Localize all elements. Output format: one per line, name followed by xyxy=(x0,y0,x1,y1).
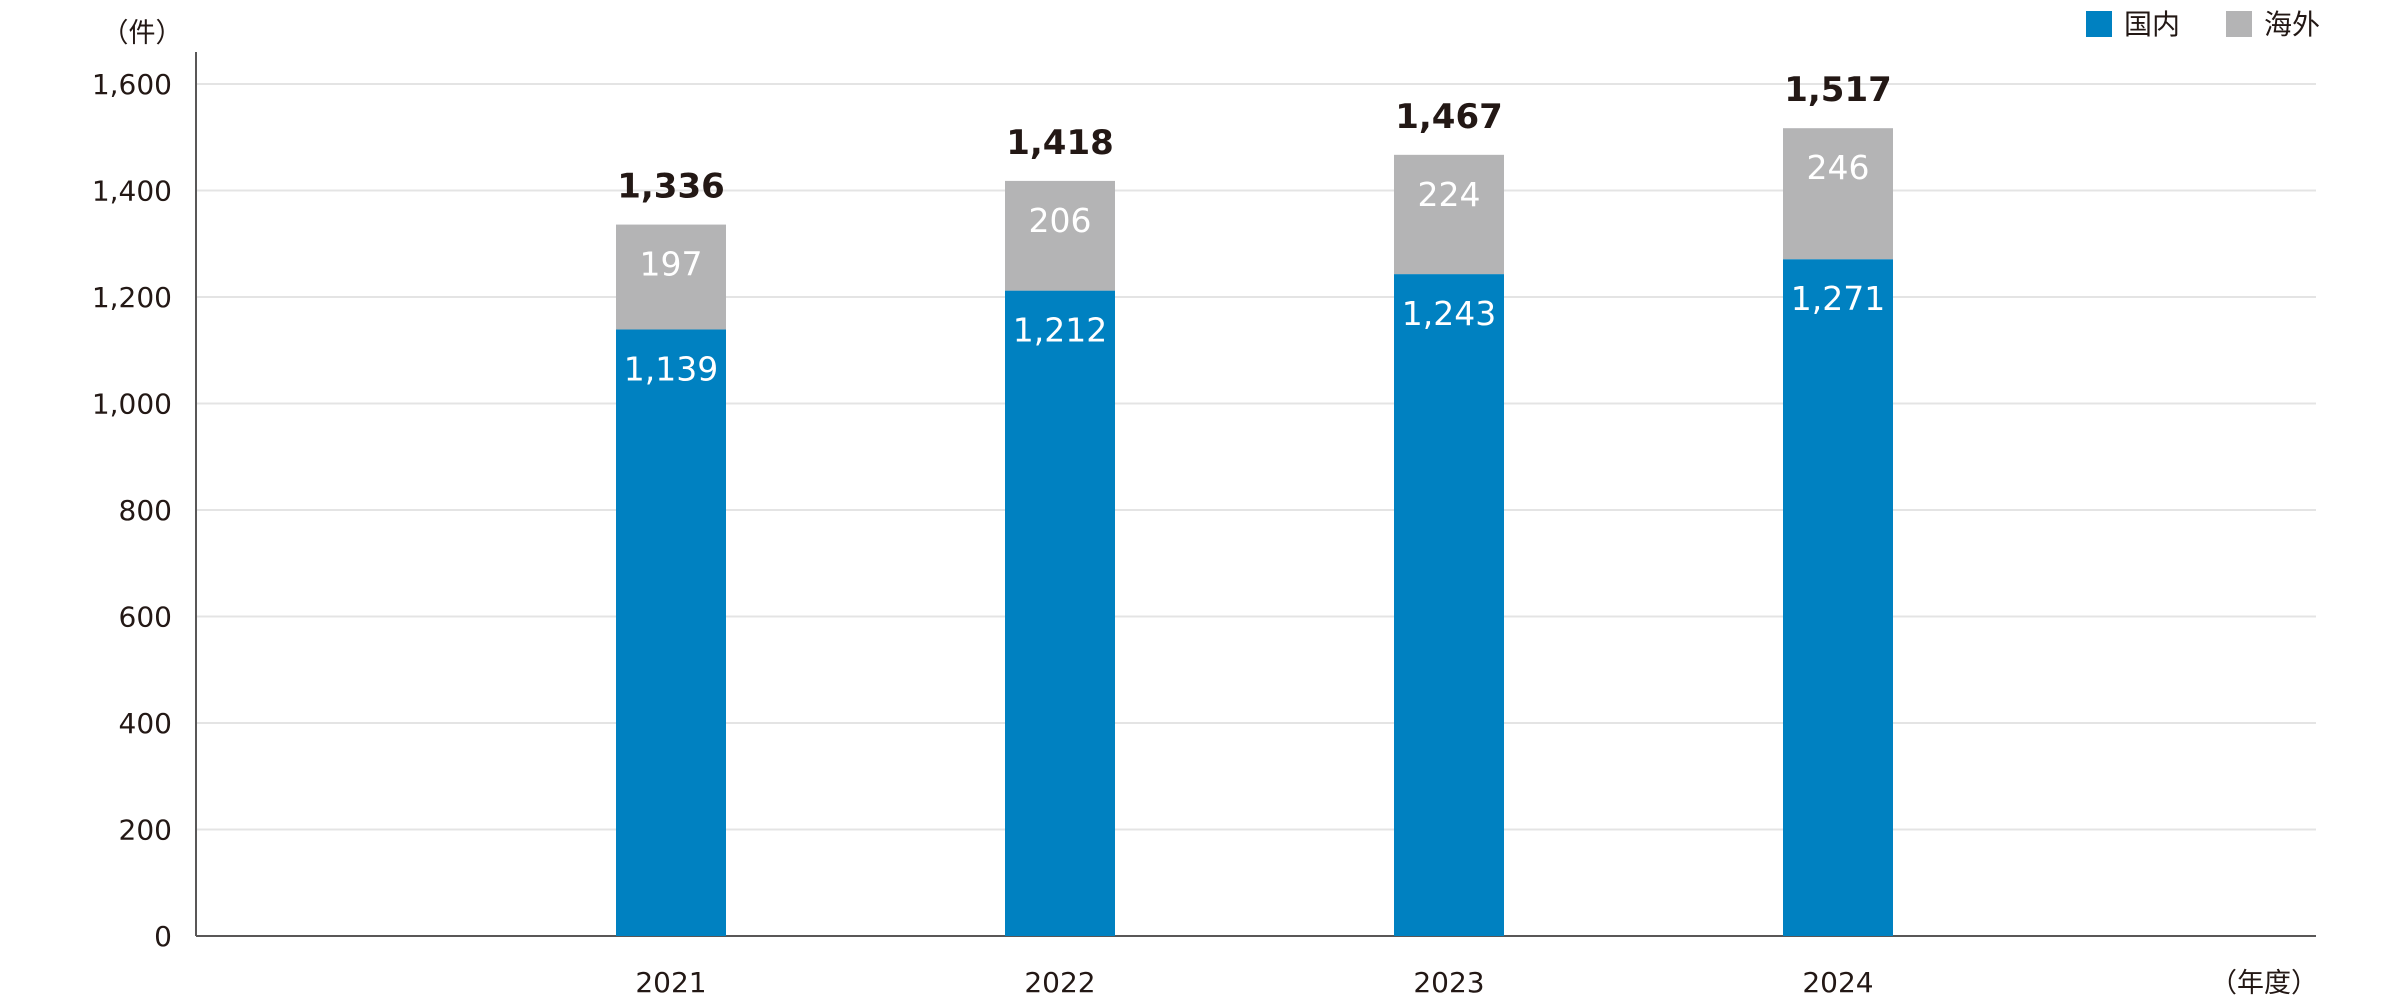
y-tick-label: 200 xyxy=(119,814,172,847)
y-axis-unit-label: （件） xyxy=(102,18,183,49)
bars: 1,139 197 1,336 1,212 206 1,418 1,243 224 1,467 1… xyxy=(616,70,1893,936)
legend-label-overseas: 海外 xyxy=(2264,8,2320,41)
bar-segment-overseas xyxy=(1394,154,1504,275)
x-tick-label: 2024 xyxy=(1802,966,1873,999)
gridlines xyxy=(196,83,2316,831)
data-label-total: 1,336 xyxy=(617,167,725,207)
data-label-total: 1,517 xyxy=(1784,70,1892,110)
data-label-total: 1,418 xyxy=(1006,123,1114,163)
legend-label-domestic: 国内 xyxy=(2124,8,2180,41)
data-label-domestic: 1,243 xyxy=(1402,294,1496,333)
bar-segment-domestic xyxy=(616,329,726,936)
data-label-overseas: 224 xyxy=(1418,175,1481,214)
legend-swatch-domestic xyxy=(2086,11,2112,37)
y-tick-label: 0 xyxy=(154,920,172,953)
bar-segment-overseas xyxy=(1783,128,1893,260)
legend: 国内 海外 xyxy=(2086,8,2320,41)
axes xyxy=(195,52,2316,937)
y-tick-label: 1,600 xyxy=(92,68,172,101)
y-tick-label: 600 xyxy=(119,601,172,634)
data-label-domestic: 1,271 xyxy=(1791,279,1885,318)
data-label-overseas: 246 xyxy=(1807,148,1870,187)
data-label-domestic: 1,139 xyxy=(624,349,718,388)
legend-swatch-overseas xyxy=(2226,11,2252,37)
bar-segment-domestic xyxy=(1783,259,1893,936)
y-tick-label: 800 xyxy=(119,494,172,527)
y-tick-label: 1,000 xyxy=(92,388,172,421)
data-label-domestic: 1,212 xyxy=(1013,311,1107,350)
bar-segment-domestic xyxy=(1005,290,1115,936)
data-label-overseas: 197 xyxy=(640,245,703,284)
data-label-overseas: 206 xyxy=(1029,201,1092,240)
x-tick-labels: 2021 2022 2023 2024 xyxy=(635,966,1873,999)
bar-segment-domestic xyxy=(1394,274,1504,936)
data-label-total: 1,467 xyxy=(1395,97,1503,137)
bar-segment-overseas xyxy=(1005,180,1115,291)
y-tick-label: 400 xyxy=(119,707,172,740)
x-tick-label: 2023 xyxy=(1413,966,1484,999)
y-tick-label: 1,400 xyxy=(92,175,172,208)
y-tick-label: 1,200 xyxy=(92,281,172,314)
bar-segment-overseas xyxy=(616,224,726,330)
x-tick-label: 2021 xyxy=(635,966,706,999)
x-axis-unit-label: （年度） xyxy=(2210,968,2318,999)
x-tick-label: 2022 xyxy=(1024,966,1095,999)
y-tick-labels: 0 200 400 600 800 1,000 1,200 1,400 1,600 xyxy=(92,68,172,953)
